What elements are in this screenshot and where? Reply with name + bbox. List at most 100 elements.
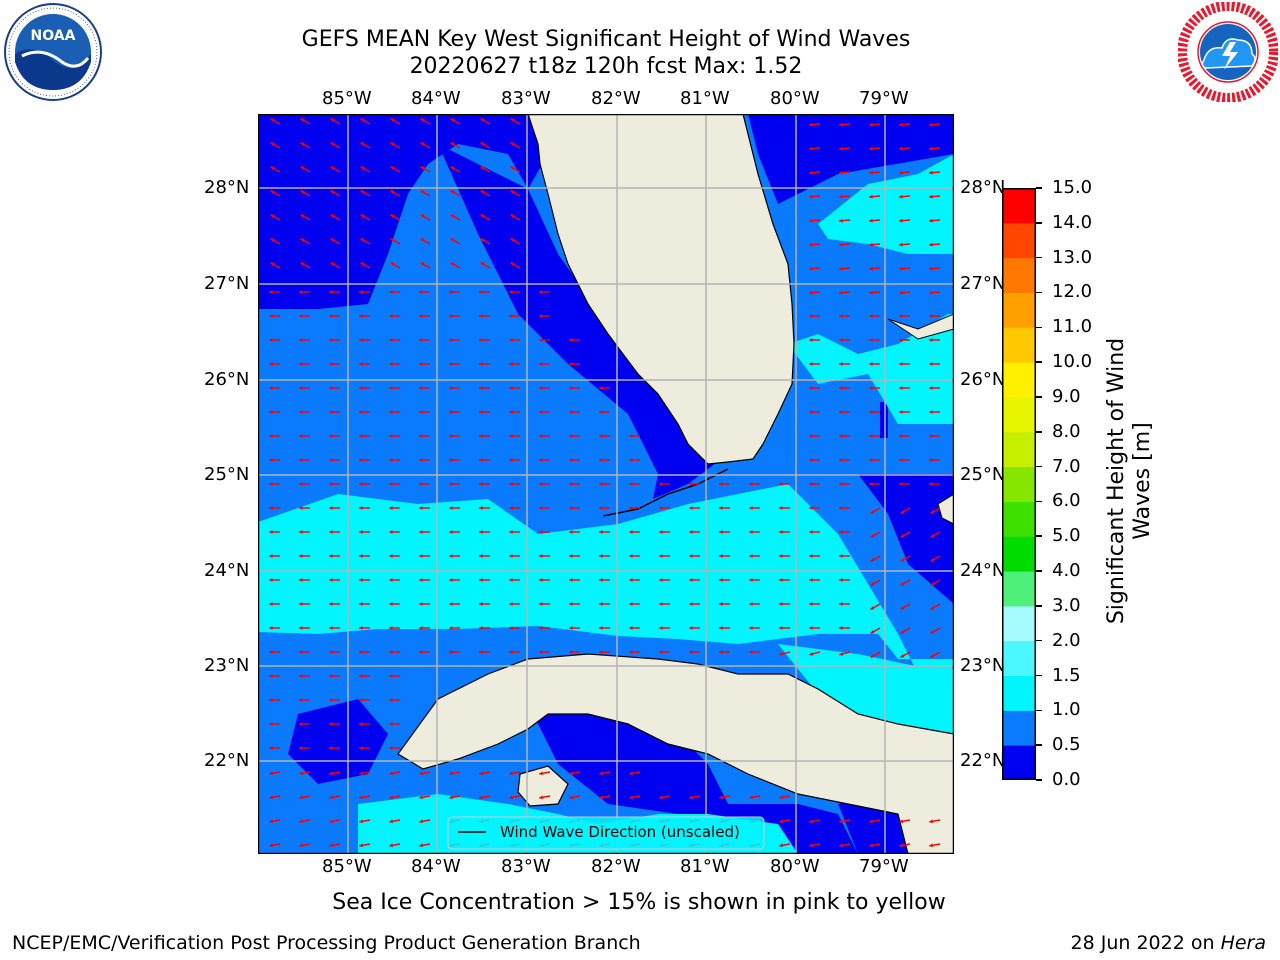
wind-arrow-head	[389, 674, 393, 678]
colorbar-swatch	[1002, 362, 1036, 398]
wind-arrow-head	[930, 558, 935, 562]
wind-arrow-head	[359, 530, 363, 534]
wind-arrow-head	[899, 122, 903, 127]
wind-arrow-head	[300, 166, 305, 170]
wind-arrow-head	[419, 795, 423, 800]
wind-arrow-head	[539, 458, 543, 462]
legend-label: Wind Wave Direction (unscaled)	[500, 823, 740, 841]
wind-arrow-head	[419, 410, 423, 414]
wind-arrow-head	[509, 506, 513, 510]
wind-arrow-head	[419, 434, 423, 438]
wind-arrow-head	[359, 626, 363, 630]
wind-arrow-head	[299, 434, 303, 438]
wind-arrow-head	[450, 214, 455, 218]
wind-arrow-head	[329, 819, 333, 824]
wind-arrow-head	[269, 386, 273, 390]
wind-arrow-head	[269, 506, 273, 510]
wind-arrow-head	[659, 506, 663, 510]
colorbar-swatch	[1002, 188, 1036, 224]
wind-arrow-head	[839, 506, 843, 510]
wind-arrow-head	[329, 458, 333, 462]
wind-arrow-head	[899, 410, 903, 414]
wind-arrow-head	[779, 819, 783, 824]
wind-arrow-head	[509, 602, 513, 606]
wind-arrow-head	[510, 118, 515, 122]
wind-arrow-head	[269, 290, 273, 294]
footer-date: 28 Jun 2022 on	[1070, 932, 1221, 954]
wind-arrow-head	[510, 262, 515, 266]
wind-arrow-head	[299, 314, 303, 318]
wind-arrow-head	[719, 602, 723, 606]
wind-arrow-head	[269, 626, 273, 630]
colorbar-tick-mark	[1036, 222, 1042, 224]
wind-arrow-head	[269, 843, 273, 848]
wind-arrow-head	[509, 578, 513, 582]
colorbar-tick-mark	[1036, 709, 1042, 712]
noaa-logo-text: NOAA	[31, 28, 76, 44]
wind-arrow-head	[599, 482, 603, 486]
wind-arrow-head	[480, 190, 485, 194]
wind-arrow-head	[539, 530, 543, 534]
wind-arrow-head	[629, 458, 633, 462]
wind-arrow-head	[479, 362, 483, 366]
wind-arrow-head	[329, 722, 333, 726]
wind-arrow-head	[629, 795, 633, 800]
colorbar-swatches	[1002, 188, 1036, 781]
wind-arrow-head	[359, 386, 363, 390]
wind-arrow-head	[420, 214, 425, 218]
colorbar-tick-mark	[1036, 396, 1042, 398]
wind-arrow-head	[689, 626, 693, 630]
colorbar-tick-label: 14.0	[1052, 211, 1093, 233]
colorbar	[1002, 188, 1036, 781]
wind-arrow-head	[450, 166, 455, 170]
wind-arrow-head	[449, 506, 453, 510]
wind-arrow-head	[809, 819, 813, 824]
wind-arrow-head	[449, 434, 453, 438]
wind-arrow-head	[809, 122, 813, 127]
wind-arrow-head	[569, 795, 573, 800]
deep-region-south	[528, 704, 858, 854]
wind-arrow-head	[359, 314, 363, 318]
wind-arrow-head	[389, 458, 393, 462]
lon-label-top-80: 80°W	[770, 88, 820, 109]
land-keys	[602, 468, 729, 517]
lon-label-bottom-81: 81°W	[680, 856, 730, 877]
nws-logo	[1177, 1, 1279, 103]
lat-label-left-28: 28°N	[204, 177, 250, 198]
wind-arrow-head	[809, 843, 813, 848]
wind-arrow-head	[689, 506, 693, 510]
deep-region-nw	[258, 114, 548, 309]
wind-arrow-head	[390, 190, 395, 194]
wind-arrow-head	[359, 674, 363, 678]
wind-arrow-head	[329, 386, 333, 390]
wind-arrow-head	[930, 582, 935, 586]
wind-arrow-head	[300, 190, 305, 194]
colorbar-tick-mark	[1036, 674, 1042, 677]
wind-arrow-head	[599, 434, 603, 438]
wind-arrow-head	[329, 338, 333, 342]
wind-arrow-head	[479, 602, 483, 606]
wind-arrow-head	[659, 650, 663, 654]
wind-arrow-head	[390, 166, 395, 170]
wind-arrow-head	[329, 314, 333, 318]
wind-arrow-head	[809, 170, 813, 175]
wind-arrow-head	[749, 506, 753, 510]
wind-arrow-head	[299, 602, 303, 606]
lon-label-bottom-80: 80°W	[770, 856, 820, 877]
wind-arrow-head	[449, 771, 453, 776]
wind-arrow-head	[480, 214, 485, 218]
wind-arrow-head	[269, 530, 273, 534]
wind-arrow-head	[569, 771, 573, 776]
colorbar-tick-label: 1.0	[1052, 699, 1081, 721]
wind-arrow-head	[899, 434, 903, 438]
wind-arrow-head	[809, 338, 813, 342]
wind-arrow-head	[449, 458, 453, 462]
lat-label-right-25: 25°N	[960, 464, 1006, 485]
wind-arrow-head	[899, 266, 903, 271]
colorbar-tick-mark	[1036, 639, 1042, 642]
colorbar-tick-label: 5.0	[1052, 525, 1081, 547]
wind-arrow-head	[510, 238, 515, 242]
wind-arrow-head	[930, 606, 935, 610]
wind-arrow-head	[809, 194, 813, 199]
wind-arrow-head	[420, 166, 425, 170]
